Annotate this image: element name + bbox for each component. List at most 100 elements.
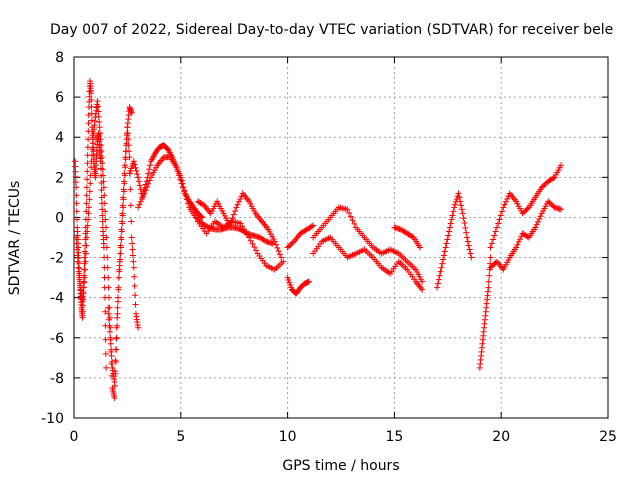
data-point xyxy=(83,234,90,241)
data-point xyxy=(135,174,142,181)
data-point xyxy=(458,206,465,213)
y-tick-label: -4 xyxy=(50,291,64,307)
data-point xyxy=(118,218,125,225)
data-point xyxy=(182,192,189,199)
data-point xyxy=(252,247,259,254)
data-point xyxy=(102,336,109,343)
data-point xyxy=(102,208,109,215)
data-point xyxy=(85,120,92,127)
data-point xyxy=(120,178,127,185)
data-point xyxy=(235,198,242,205)
data-point xyxy=(468,254,475,261)
data-points xyxy=(72,78,565,401)
data-point xyxy=(108,352,115,359)
data-point xyxy=(232,208,239,215)
data-point xyxy=(120,186,127,193)
data-point xyxy=(142,187,149,194)
data-point xyxy=(97,142,104,149)
data-point xyxy=(233,204,240,211)
data-point xyxy=(94,103,101,110)
data-point xyxy=(98,148,105,155)
data-point xyxy=(534,218,541,225)
data-point xyxy=(118,226,125,233)
data-point xyxy=(558,206,565,213)
data-point xyxy=(73,234,80,241)
data-point xyxy=(113,335,120,342)
data-point xyxy=(94,98,101,105)
x-tick-label: 15 xyxy=(385,429,403,445)
data-point xyxy=(132,164,139,171)
data-point xyxy=(130,264,137,271)
data-point xyxy=(117,242,124,249)
data-point xyxy=(84,228,91,235)
data-point xyxy=(84,160,91,167)
data-point xyxy=(73,216,80,223)
data-point xyxy=(113,324,120,331)
data-point xyxy=(434,280,441,287)
data-point xyxy=(449,212,456,219)
data-point xyxy=(271,238,278,245)
data-point xyxy=(74,258,81,265)
data-point xyxy=(419,278,426,285)
data-point xyxy=(111,378,118,385)
data-point xyxy=(102,216,109,223)
data-point xyxy=(73,200,80,207)
data-point xyxy=(74,252,81,259)
data-point xyxy=(444,236,451,243)
data-point xyxy=(106,294,113,301)
data-point xyxy=(351,220,358,227)
data-point xyxy=(128,218,135,225)
data-point xyxy=(72,179,79,186)
data-point xyxy=(114,304,121,311)
data-point xyxy=(103,364,110,371)
data-point xyxy=(107,340,114,347)
data-point xyxy=(100,184,107,191)
data-point xyxy=(129,240,136,247)
data-point xyxy=(81,254,88,261)
data-point xyxy=(140,193,147,200)
data-point xyxy=(85,204,92,211)
data-point xyxy=(497,212,504,219)
y-tick-label: -10 xyxy=(41,411,64,427)
data-point xyxy=(106,322,113,329)
data-point xyxy=(179,184,186,191)
data-point xyxy=(129,246,136,253)
data-point xyxy=(308,223,315,230)
data-point xyxy=(455,190,462,197)
data-point xyxy=(86,93,93,100)
y-tick-label: 4 xyxy=(55,130,64,146)
data-point xyxy=(136,201,143,208)
data-point xyxy=(88,164,95,171)
data-point xyxy=(273,241,280,248)
data-point xyxy=(135,178,142,185)
data-point xyxy=(135,204,142,211)
data-point xyxy=(289,239,296,246)
axis-tick-labels: 0 5 10 15 20 25 -10 -8 -6 -4 -2 0 2 4 6 8 xyxy=(41,50,617,445)
data-point xyxy=(104,264,111,271)
data-point xyxy=(112,346,119,353)
data-point xyxy=(75,249,82,256)
data-point xyxy=(79,308,86,315)
data-point xyxy=(461,220,468,227)
data-point xyxy=(128,110,135,117)
data-point xyxy=(174,168,181,175)
data-point xyxy=(436,272,443,279)
data-point xyxy=(137,198,144,205)
x-axis-title: GPS time / hours xyxy=(282,458,399,474)
data-point xyxy=(88,103,95,110)
data-point xyxy=(347,213,354,220)
data-point xyxy=(72,158,79,165)
data-point xyxy=(173,164,180,171)
data-point xyxy=(120,194,127,201)
data-point xyxy=(83,200,90,207)
data-point xyxy=(73,240,80,247)
data-point xyxy=(107,334,114,341)
data-point xyxy=(73,184,80,191)
y-tick-label: -8 xyxy=(50,371,64,387)
data-point xyxy=(111,394,118,401)
data-point xyxy=(434,284,441,291)
data-point xyxy=(83,184,90,191)
data-point xyxy=(524,205,531,212)
data-point xyxy=(230,211,237,218)
